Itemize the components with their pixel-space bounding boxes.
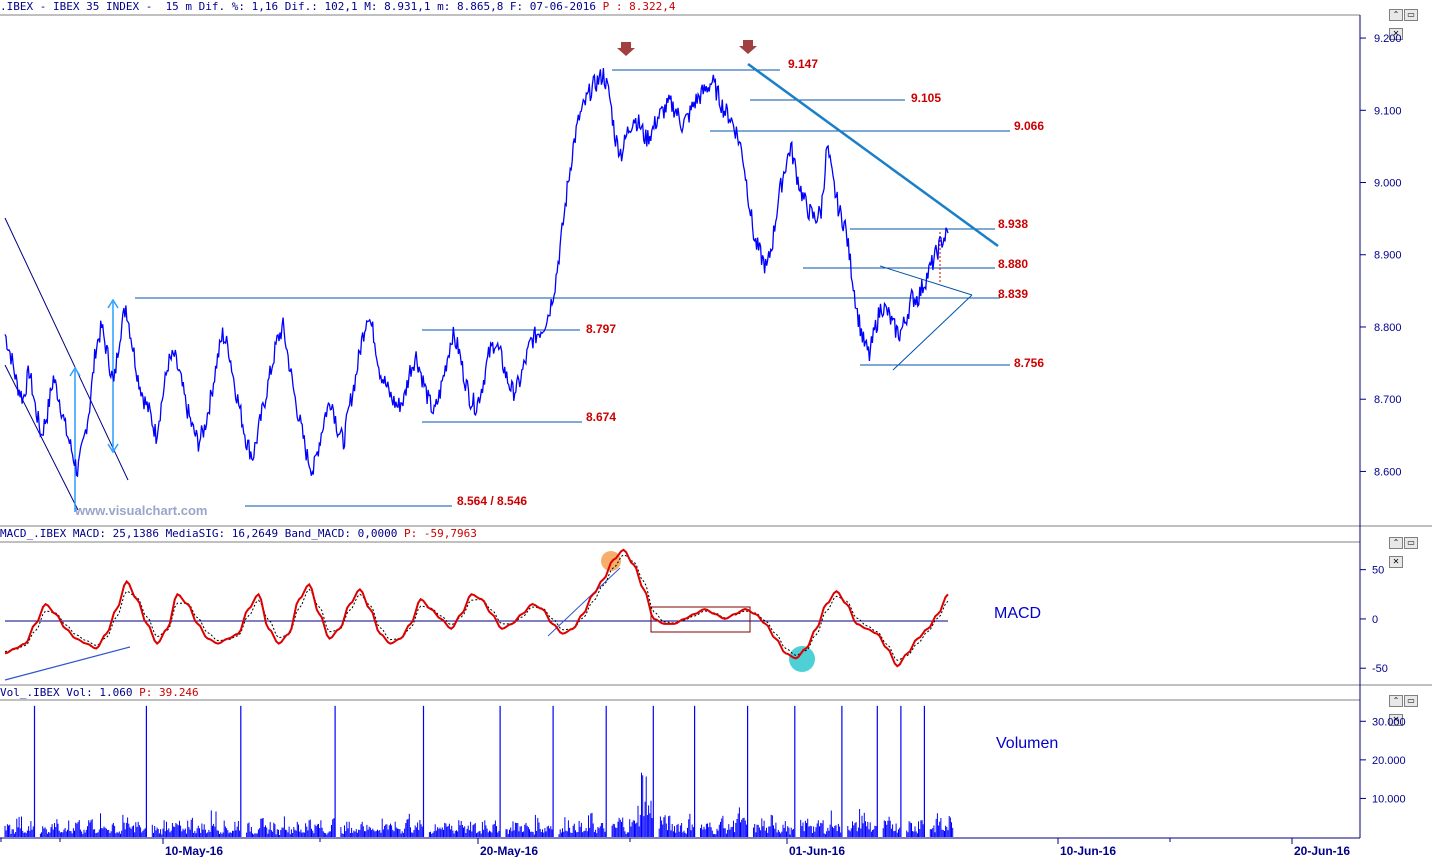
- vol-tick-label: 30.000: [1372, 716, 1406, 728]
- watermark: www.visualchart.com: [74, 503, 207, 518]
- x-axis-labels: 10-May-16 20-May-16 01-Jun-16 10-Jun-16 20-J…: [0, 838, 1350, 857]
- price-header-p: P : 8.322,4: [602, 0, 676, 13]
- macd-title: MACD: [994, 605, 1041, 622]
- vol-y-ticks: 30.000 20.000 10.000: [1360, 716, 1406, 805]
- price-y-ticks: 9.200 9.100 9.000 8.900 8.800 8.700 8.600: [1360, 33, 1402, 478]
- macd-trough-marker: [789, 646, 815, 672]
- down-arrow-icon: [739, 40, 757, 54]
- price-tick-label: 9.100: [1374, 105, 1402, 117]
- level-label-8938: 8.938: [998, 217, 1028, 231]
- price-tick-label: 8.900: [1374, 250, 1402, 262]
- macd-panel-buttons: ⌃ ▭✕: [1388, 530, 1432, 568]
- down-arrow-icon: [617, 42, 635, 56]
- close-icon[interactable]: ✕: [1389, 556, 1403, 568]
- collapse-icon[interactable]: ⌃: [1389, 537, 1403, 549]
- maximize-icon[interactable]: ▭: [1404, 537, 1418, 549]
- macd-tick-label: -50: [1372, 663, 1388, 675]
- maximize-icon[interactable]: ▭: [1404, 695, 1418, 707]
- macd-tick-label: 0: [1372, 614, 1378, 626]
- x-tick-label: 20-May-16: [480, 844, 538, 857]
- macd-header: MACD_.IBEX MACD: 25,1386 MediaSIG: 16,26…: [0, 527, 477, 541]
- measure-arrow-up-head: [107, 298, 119, 309]
- close-icon[interactable]: ✕: [1389, 714, 1403, 726]
- vol-header-text: Vol_.IBEX Vol: 1.060: [0, 686, 140, 699]
- level-label-8564: 8.564 / 8.546: [457, 494, 527, 508]
- vol-header: Vol_.IBEX Vol: 1.060 P: 39.246: [0, 686, 199, 700]
- x-tick-label: 10-Jun-16: [1060, 844, 1116, 857]
- volume-bars: [4, 705, 954, 837]
- x-tick-label: 20-Jun-16: [1294, 844, 1350, 857]
- level-label-9147: 9.147: [788, 57, 818, 71]
- level-labels: 9.147 9.105 9.066 8.938 8.880 8.839 8.79…: [457, 57, 1044, 508]
- level-label-8674: 8.674: [586, 410, 616, 424]
- macd-y-ticks: 50 0 -50: [1360, 565, 1388, 675]
- price-tick-label: 8.800: [1374, 322, 1402, 334]
- price-header: .IBEX - IBEX 35 INDEX - 15 m Dif. %: 1,1…: [0, 0, 676, 14]
- maximize-icon[interactable]: ▭: [1404, 9, 1418, 21]
- macd-line: [4, 548, 949, 668]
- vol-tick-label: 10.000: [1372, 793, 1406, 805]
- macd-trend-line: [4, 646, 131, 681]
- level-label-9105: 9.105: [911, 91, 941, 105]
- annotation-lines: [4, 40, 1010, 512]
- level-label-8756: 8.756: [1014, 356, 1044, 370]
- macd-tick-label: 50: [1372, 565, 1384, 577]
- close-icon[interactable]: ✕: [1389, 28, 1403, 40]
- x-tick-label: 01-Jun-16: [789, 844, 845, 857]
- triangle-lower: [892, 294, 973, 371]
- macd-header-p: P: -59,7963: [403, 527, 477, 540]
- channel-line-upper: [4, 217, 129, 481]
- price-tick-label: 9.000: [1374, 178, 1402, 190]
- downtrend-line: [747, 62, 999, 248]
- macd-trend-line-2: [547, 567, 621, 637]
- price-header-text: .IBEX - IBEX 35 INDEX - 15 m Dif. %: 1,1…: [0, 0, 603, 13]
- level-label-9066: 9.066: [1014, 119, 1044, 133]
- price-tick-label: 8.700: [1374, 394, 1402, 406]
- price-tick-label: 9.200: [1374, 33, 1402, 45]
- level-label-8797: 8.797: [586, 322, 616, 336]
- measure-arrow-left-head: [69, 366, 81, 377]
- price-panel-buttons: ⌃ ▭✕: [1388, 2, 1432, 40]
- vol-header-p: P: 39.246: [139, 686, 199, 699]
- macd-signal-line: [4, 554, 949, 661]
- channel-line-lower: [4, 364, 79, 511]
- macd-header-text: MACD_.IBEX MACD: 25,1386 MediaSIG: 16,26…: [0, 527, 404, 540]
- measure-arrow-down-head: [107, 443, 119, 454]
- macd-consolidation-box: [650, 606, 751, 633]
- level-label-8839: 8.839: [998, 287, 1028, 301]
- vol-panel-buttons: ⌃ ▭✕: [1388, 688, 1432, 726]
- price-series-line: [4, 68, 949, 478]
- x-tick-label: 10-May-16: [165, 844, 223, 857]
- collapse-icon[interactable]: ⌃: [1389, 695, 1403, 707]
- price-tick-label: 8.600: [1374, 466, 1402, 478]
- vol-tick-label: 20.000: [1372, 755, 1406, 767]
- volume-title: Volumen: [996, 735, 1058, 752]
- level-label-8880: 8.880: [998, 257, 1028, 271]
